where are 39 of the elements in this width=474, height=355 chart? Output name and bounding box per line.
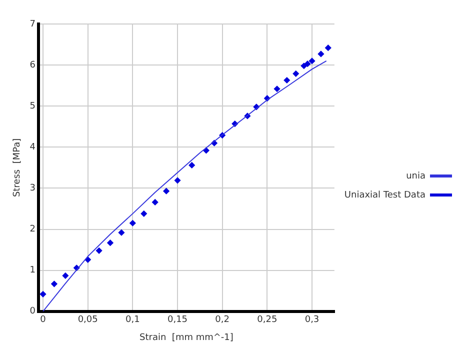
- y-tick-label: 1: [30, 266, 36, 276]
- point: [130, 220, 136, 226]
- point: [292, 70, 299, 77]
- y-axis-title: Stress [MPa]: [12, 138, 23, 198]
- x-tick-label: 0,3: [304, 315, 320, 326]
- y-tick-label: 4: [30, 142, 36, 153]
- point: [284, 77, 290, 84]
- legend-label: Uniaxial Test Data: [344, 190, 426, 200]
- point: [163, 188, 170, 194]
- point: [152, 199, 158, 206]
- x-tick-label: 0,15: [167, 315, 188, 326]
- y-tick-label: 7: [30, 19, 36, 30]
- y-tick-label: 0: [30, 306, 36, 317]
- x-tick-label: 0: [40, 315, 46, 326]
- x-tick-label: 0,2: [215, 315, 230, 326]
- point: [174, 177, 181, 184]
- legend-label: unia: [406, 171, 426, 182]
- point: [62, 272, 69, 279]
- x-axis-title: Strain [mm mm^-1]: [140, 332, 234, 343]
- y-tick-label: 3: [30, 184, 36, 194]
- point: [325, 44, 332, 51]
- point: [51, 280, 58, 287]
- point: [188, 162, 195, 168]
- point: [300, 62, 308, 69]
- x-tick-label: 0,1: [126, 315, 140, 326]
- point: [304, 60, 311, 67]
- point: [308, 58, 316, 64]
- x-tick-label: 0,25: [257, 315, 278, 326]
- x-tick-label: 0,05: [78, 315, 98, 326]
- point: [40, 291, 46, 298]
- point: [274, 86, 280, 92]
- y-tick-label: 5: [30, 101, 36, 112]
- point: [140, 210, 147, 217]
- point: [118, 229, 125, 236]
- y-tick-label: 2: [30, 224, 36, 235]
- point: [96, 248, 102, 254]
- point: [318, 50, 324, 58]
- point: [107, 240, 114, 246]
- y-tick-label: 6: [30, 60, 36, 70]
